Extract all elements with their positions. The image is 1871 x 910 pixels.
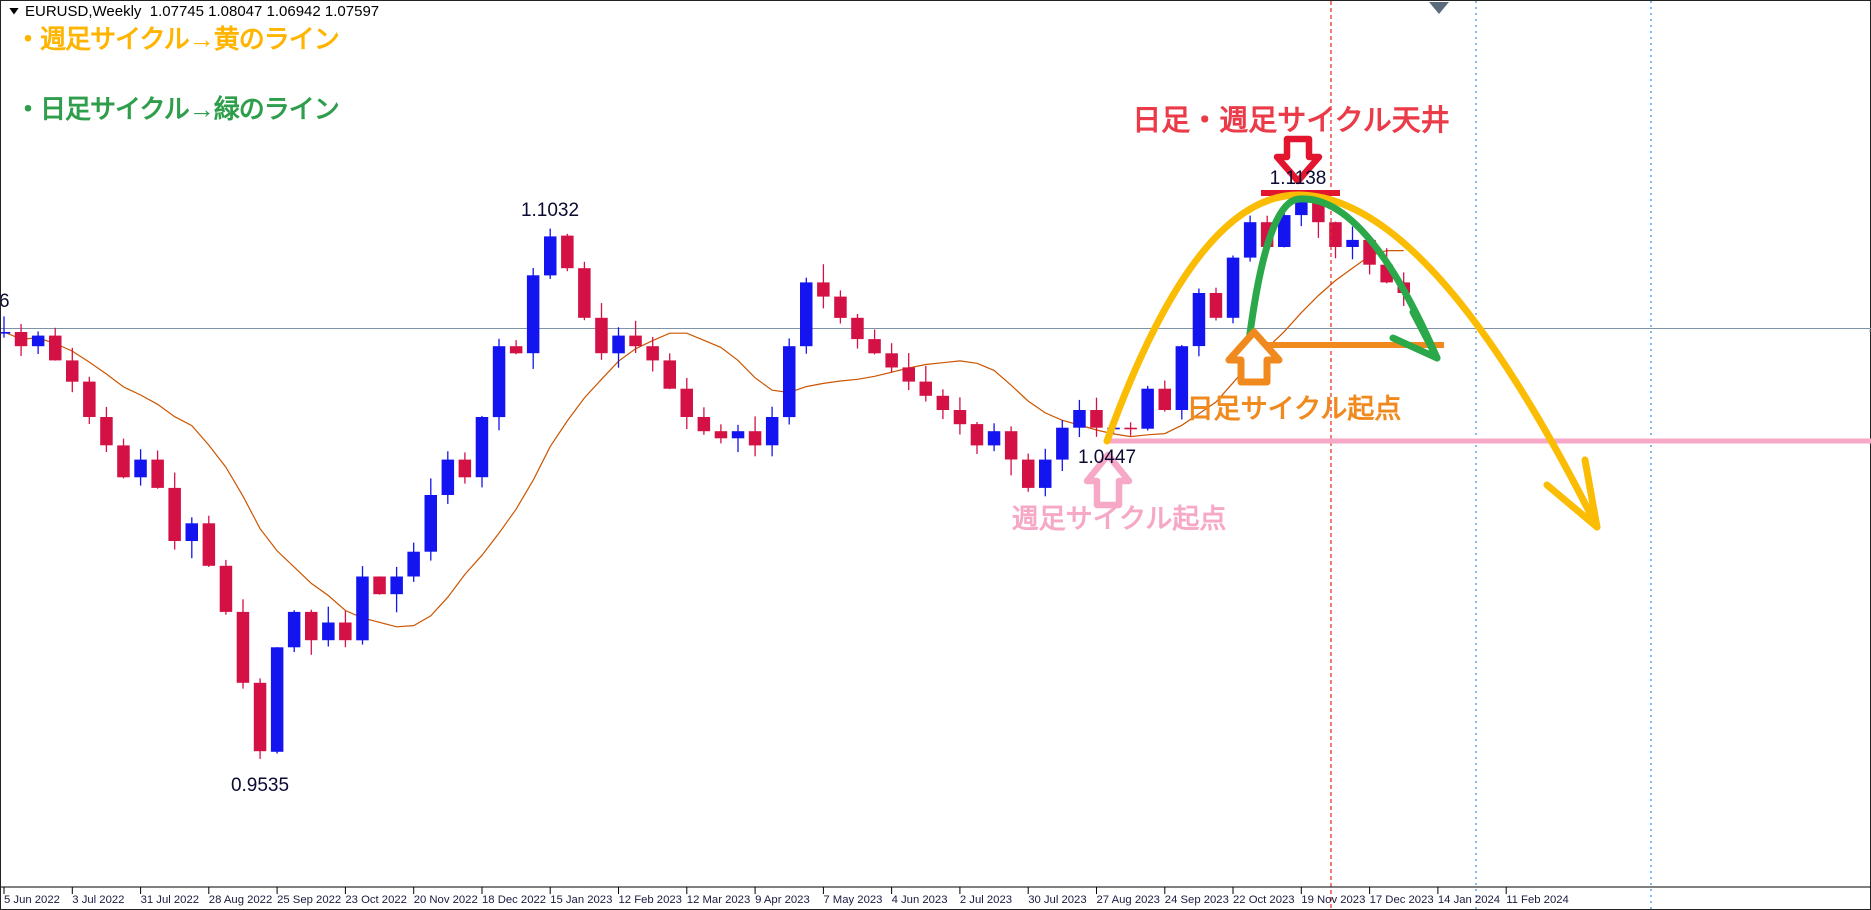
- svg-text:1.1032: 1.1032: [521, 200, 579, 221]
- svg-text:27 Aug 2023: 27 Aug 2023: [1097, 894, 1160, 906]
- svg-text:日足サイクル起点: 日足サイクル起点: [1187, 394, 1402, 424]
- svg-text:30 Jul 2023: 30 Jul 2023: [1028, 894, 1086, 906]
- svg-text:24 Sep 2023: 24 Sep 2023: [1165, 894, 1229, 906]
- svg-text:週足サイクル起点: 週足サイクル起点: [1012, 504, 1227, 534]
- svg-text:15 Jan 2023: 15 Jan 2023: [550, 894, 612, 906]
- svg-text:9 Apr 2023: 9 Apr 2023: [755, 894, 810, 906]
- svg-text:20 Nov 2022: 20 Nov 2022: [414, 894, 478, 906]
- svg-text:25 Sep 2022: 25 Sep 2022: [277, 894, 341, 906]
- svg-text:5 Jun 2022: 5 Jun 2022: [4, 894, 60, 906]
- svg-text:22 Oct 2023: 22 Oct 2023: [1233, 894, 1295, 906]
- svg-text:18 Dec 2022: 18 Dec 2022: [482, 894, 546, 906]
- svg-text:2 Jul 2023: 2 Jul 2023: [960, 894, 1012, 906]
- svg-text:23 Oct 2022: 23 Oct 2022: [345, 894, 407, 906]
- svg-text:3 Jul 2022: 3 Jul 2022: [72, 894, 124, 906]
- svg-text:7 May 2023: 7 May 2023: [823, 894, 882, 906]
- svg-text:11 Feb 2024: 11 Feb 2024: [1506, 894, 1569, 906]
- svg-text:28 Aug 2022: 28 Aug 2022: [209, 894, 272, 906]
- svg-text:31 Jul 2022: 31 Jul 2022: [141, 894, 199, 906]
- svg-text:19 Nov 2023: 19 Nov 2023: [1301, 894, 1365, 906]
- svg-text:1.1138: 1.1138: [1270, 168, 1327, 189]
- svg-text:6: 6: [1, 291, 10, 312]
- svg-text:1.0447: 1.0447: [1078, 447, 1136, 468]
- svg-text:4 Jun 2023: 4 Jun 2023: [892, 894, 948, 906]
- svg-text:14 Jan 2024: 14 Jan 2024: [1438, 894, 1500, 906]
- svg-text:0.9535: 0.9535: [231, 775, 289, 796]
- svg-text:17 Dec 2023: 17 Dec 2023: [1370, 894, 1434, 906]
- svg-text:12 Feb 2023: 12 Feb 2023: [619, 894, 682, 906]
- svg-text:日足・週足サイクル天井: 日足・週足サイクル天井: [1132, 104, 1450, 137]
- svg-text:12 Mar 2023: 12 Mar 2023: [687, 894, 750, 906]
